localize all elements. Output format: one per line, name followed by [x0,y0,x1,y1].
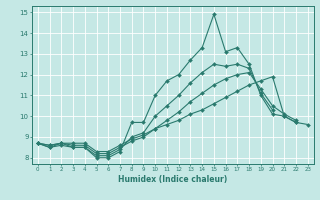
X-axis label: Humidex (Indice chaleur): Humidex (Indice chaleur) [118,175,228,184]
